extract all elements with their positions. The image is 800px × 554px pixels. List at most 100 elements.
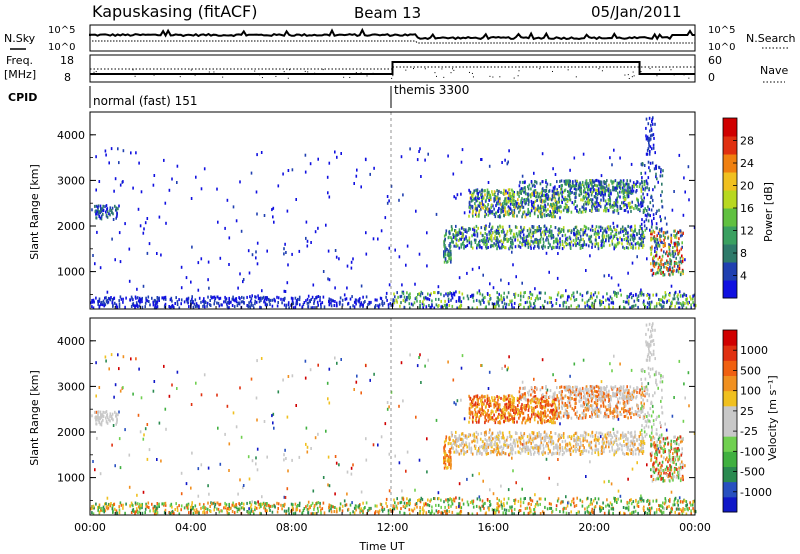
power-cell [453, 244, 455, 248]
power-cell [656, 271, 658, 275]
velocity-cell [254, 508, 256, 512]
power-cell [587, 196, 589, 200]
power-cell [655, 244, 658, 248]
power-cell [517, 202, 520, 206]
power-cell [392, 298, 394, 302]
power-cell [654, 185, 656, 189]
velocity-cell [111, 412, 114, 416]
power-cell [283, 247, 285, 251]
power-cell [587, 202, 589, 206]
power-cell [556, 203, 558, 207]
power-cell [531, 202, 533, 206]
power-cell [519, 303, 522, 307]
power-cell [114, 177, 117, 181]
power-cell [164, 296, 166, 299]
velocity-cell [240, 506, 243, 510]
power-cell [146, 251, 149, 255]
power-cell [500, 278, 502, 282]
power-cell [533, 202, 535, 206]
power-cell [511, 299, 513, 303]
power-cell [576, 241, 579, 245]
power-cell [421, 302, 424, 306]
power-cell [619, 288, 622, 292]
velocity-cell [505, 508, 508, 512]
velocity-cell [674, 510, 676, 514]
power-cell [534, 189, 537, 192]
power-cell [534, 299, 537, 302]
power-cell [589, 209, 591, 212]
power-cell [679, 234, 682, 238]
power-cell [99, 216, 102, 220]
velocity-cell [632, 500, 635, 504]
velocity-cell [406, 502, 408, 505]
power-cell [642, 211, 645, 214]
velocity-cell [468, 512, 470, 516]
power-cell [629, 238, 632, 242]
power-cell [621, 225, 624, 229]
power-cell [499, 197, 501, 201]
velocity-cell [640, 499, 642, 503]
velocity-cell [381, 508, 383, 511]
power-cell [582, 152, 585, 156]
power-cell [509, 194, 511, 198]
power-cell [659, 259, 662, 263]
velocity-cell [266, 504, 268, 508]
velocity-cell [648, 502, 651, 506]
velocity-cell [341, 509, 344, 513]
velocity-cell [653, 511, 656, 515]
power-cell [503, 202, 506, 206]
power-cell [551, 234, 554, 237]
power-cell [460, 300, 463, 304]
velocity-cell [175, 502, 177, 506]
power-cell [396, 300, 398, 304]
power-cell [495, 196, 498, 200]
velocity-cell [537, 503, 539, 507]
power-cell [611, 239, 613, 243]
power-cell [507, 160, 509, 164]
velocity-cell [142, 490, 145, 494]
power-cell [509, 207, 512, 211]
power-cell [409, 306, 411, 310]
power-cell [593, 300, 596, 304]
power-cell [591, 186, 593, 190]
velocity-cell [321, 507, 324, 511]
power-cell [643, 299, 645, 303]
power-cell [682, 257, 684, 261]
power-cell [562, 294, 564, 298]
velocity-cell [376, 504, 378, 508]
power-cell [560, 187, 563, 191]
power-cell [554, 185, 556, 189]
power-cell [678, 306, 681, 310]
velocity-cell [479, 508, 482, 512]
velocity-cell [365, 458, 368, 462]
nave-dot [659, 69, 661, 71]
power-cell [115, 206, 118, 210]
velocity-cell [627, 477, 629, 481]
power-cell [632, 237, 634, 241]
power-cell [486, 236, 488, 240]
power-cell [678, 237, 680, 241]
power-cell [623, 228, 625, 232]
nave-dot [452, 68, 454, 70]
power-cell [488, 225, 491, 228]
velocity-cell [634, 509, 637, 513]
power-cell [481, 195, 484, 199]
velocity-cell [620, 499, 622, 503]
power-cell [328, 300, 330, 303]
velocity-cell [219, 502, 222, 506]
power-cell [119, 295, 122, 299]
power-cell [477, 243, 479, 247]
power-cell [686, 297, 688, 301]
power-cell [632, 244, 634, 248]
velocity-cell [609, 362, 611, 366]
velocity-cell [542, 395, 544, 399]
power-cell [674, 252, 677, 256]
power-cell [566, 200, 569, 203]
power-cell [595, 178, 598, 182]
power-cell [94, 204, 96, 208]
power-cell [565, 205, 568, 209]
power-cell [180, 286, 183, 290]
power-cell [277, 296, 280, 300]
velocity-data-cells [90, 322, 697, 516]
velocity-cell [663, 507, 665, 511]
